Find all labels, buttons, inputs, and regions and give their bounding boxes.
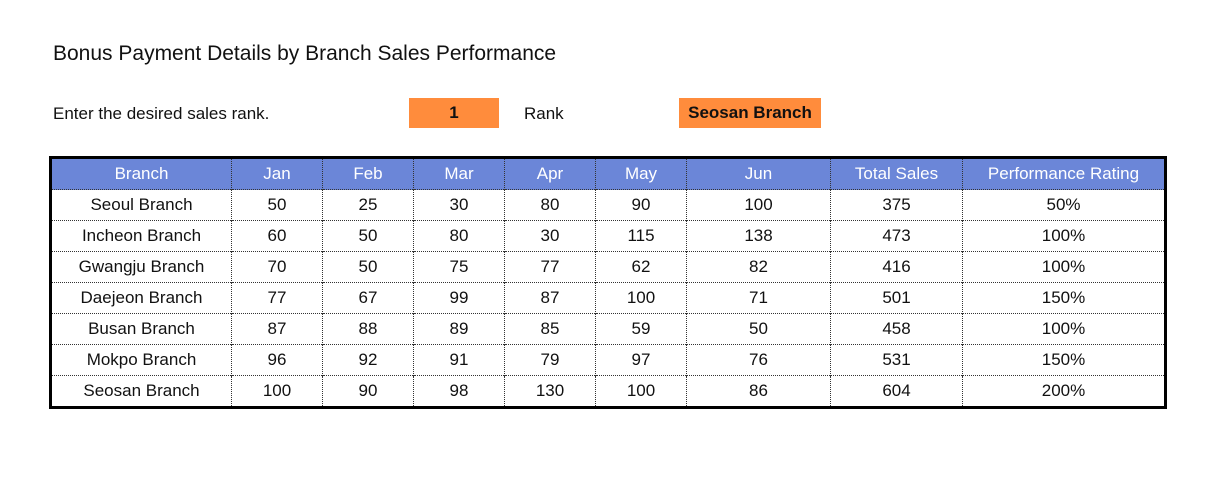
column-header: Jun bbox=[686, 157, 831, 190]
table-cell: Daejeon Branch bbox=[50, 282, 232, 314]
table-cell: Seoul Branch bbox=[50, 189, 232, 221]
header-row: Branch Jan Feb Mar Apr May Jun Total Sales Perfo… bbox=[50, 157, 1166, 190]
table-cell: Seosan Branch bbox=[50, 375, 232, 408]
table-cell: 200% bbox=[962, 375, 1166, 408]
table-cell: 98 bbox=[413, 375, 505, 408]
table-cell: 90 bbox=[595, 189, 687, 221]
table-cell: 604 bbox=[830, 375, 963, 408]
table-cell: 531 bbox=[830, 344, 963, 376]
column-header: Apr bbox=[504, 157, 596, 190]
column-header: Feb bbox=[322, 157, 414, 190]
table-row: Mokpo Branch 96 92 91 79 97 76 531 150% bbox=[50, 344, 1166, 376]
table-cell: 62 bbox=[595, 251, 687, 283]
column-header: Branch bbox=[50, 157, 232, 190]
table-cell: 100 bbox=[595, 282, 687, 314]
table-cell: 86 bbox=[686, 375, 831, 408]
table-cell: 115 bbox=[595, 220, 687, 252]
table-cell: 82 bbox=[686, 251, 831, 283]
table-cell: 50 bbox=[231, 189, 323, 221]
table-cell: 50 bbox=[322, 220, 414, 252]
table-row: Daejeon Branch 77 67 99 87 100 71 501 150% bbox=[50, 282, 1166, 314]
table-cell: 100% bbox=[962, 251, 1166, 283]
table-cell: 87 bbox=[231, 313, 323, 345]
table-cell: 130 bbox=[504, 375, 596, 408]
table-cell: 473 bbox=[830, 220, 963, 252]
column-header: May bbox=[595, 157, 687, 190]
table-cell: 89 bbox=[413, 313, 505, 345]
table-row: Seoul Branch 50 25 30 80 90 100 375 50% bbox=[50, 189, 1166, 221]
table-cell: 97 bbox=[595, 344, 687, 376]
table-cell: 91 bbox=[413, 344, 505, 376]
table-cell: 30 bbox=[504, 220, 596, 252]
table-cell: 90 bbox=[322, 375, 414, 408]
table-cell: 100% bbox=[962, 313, 1166, 345]
column-header: Total Sales bbox=[830, 157, 963, 190]
table-cell: 50 bbox=[686, 313, 831, 345]
table-cell: 80 bbox=[504, 189, 596, 221]
table-cell: 71 bbox=[686, 282, 831, 314]
table-cell: 77 bbox=[504, 251, 596, 283]
table-cell: 60 bbox=[231, 220, 323, 252]
column-header: Jan bbox=[231, 157, 323, 190]
table-cell: 30 bbox=[413, 189, 505, 221]
rank-prompt: Enter the desired sales rank. bbox=[53, 104, 270, 123]
table-cell: 67 bbox=[322, 282, 414, 314]
table-cell: 80 bbox=[413, 220, 505, 252]
table-cell: 138 bbox=[686, 220, 831, 252]
table-cell: 88 bbox=[322, 313, 414, 345]
table-cell: 50% bbox=[962, 189, 1166, 221]
table-cell: 150% bbox=[962, 344, 1166, 376]
table-row: Busan Branch 87 88 89 85 59 50 458 100% bbox=[50, 313, 1166, 345]
table-cell: 77 bbox=[231, 282, 323, 314]
table-cell: 100 bbox=[595, 375, 687, 408]
table-cell: 96 bbox=[231, 344, 323, 376]
table-cell: 99 bbox=[413, 282, 505, 314]
table-cell: 416 bbox=[830, 251, 963, 283]
column-header: Performance Rating bbox=[962, 157, 1166, 190]
table-cell: 92 bbox=[322, 344, 414, 376]
table-cell: 100 bbox=[686, 189, 831, 221]
sales-table: Branch Jan Feb Mar Apr May Jun Total Sales Perfo… bbox=[49, 156, 1167, 409]
table-cell: 59 bbox=[595, 313, 687, 345]
table-cell: 150% bbox=[962, 282, 1166, 314]
table-cell: 501 bbox=[830, 282, 963, 314]
table-row: Gwangju Branch 70 50 75 77 62 82 416 100% bbox=[50, 251, 1166, 283]
table-row: Seosan Branch 100 90 98 130 100 86 604 200% bbox=[50, 375, 1166, 408]
table-cell: 100 bbox=[231, 375, 323, 408]
table-cell: 100% bbox=[962, 220, 1166, 252]
table-cell: 75 bbox=[413, 251, 505, 283]
table-cell: 76 bbox=[686, 344, 831, 376]
rank-input[interactable]: 1 bbox=[409, 98, 499, 128]
table-row: Incheon Branch 60 50 80 30 115 138 473 100% bbox=[50, 220, 1166, 252]
table-cell: 25 bbox=[322, 189, 414, 221]
table-cell: 87 bbox=[504, 282, 596, 314]
table-cell: 375 bbox=[830, 189, 963, 221]
table-cell: Mokpo Branch bbox=[50, 344, 232, 376]
table-cell: Busan Branch bbox=[50, 313, 232, 345]
table-cell: Incheon Branch bbox=[50, 220, 232, 252]
table-cell: 79 bbox=[504, 344, 596, 376]
table-cell: Gwangju Branch bbox=[50, 251, 232, 283]
rank-result: Seosan Branch bbox=[679, 98, 821, 128]
table-cell: 50 bbox=[322, 251, 414, 283]
table-cell: 70 bbox=[231, 251, 323, 283]
table-cell: 458 bbox=[830, 313, 963, 345]
rank-label: Rank bbox=[524, 104, 564, 123]
column-header: Mar bbox=[413, 157, 505, 190]
title: Bonus Payment Details by Branch Sales Pe… bbox=[53, 42, 557, 65]
table-cell: 85 bbox=[504, 313, 596, 345]
